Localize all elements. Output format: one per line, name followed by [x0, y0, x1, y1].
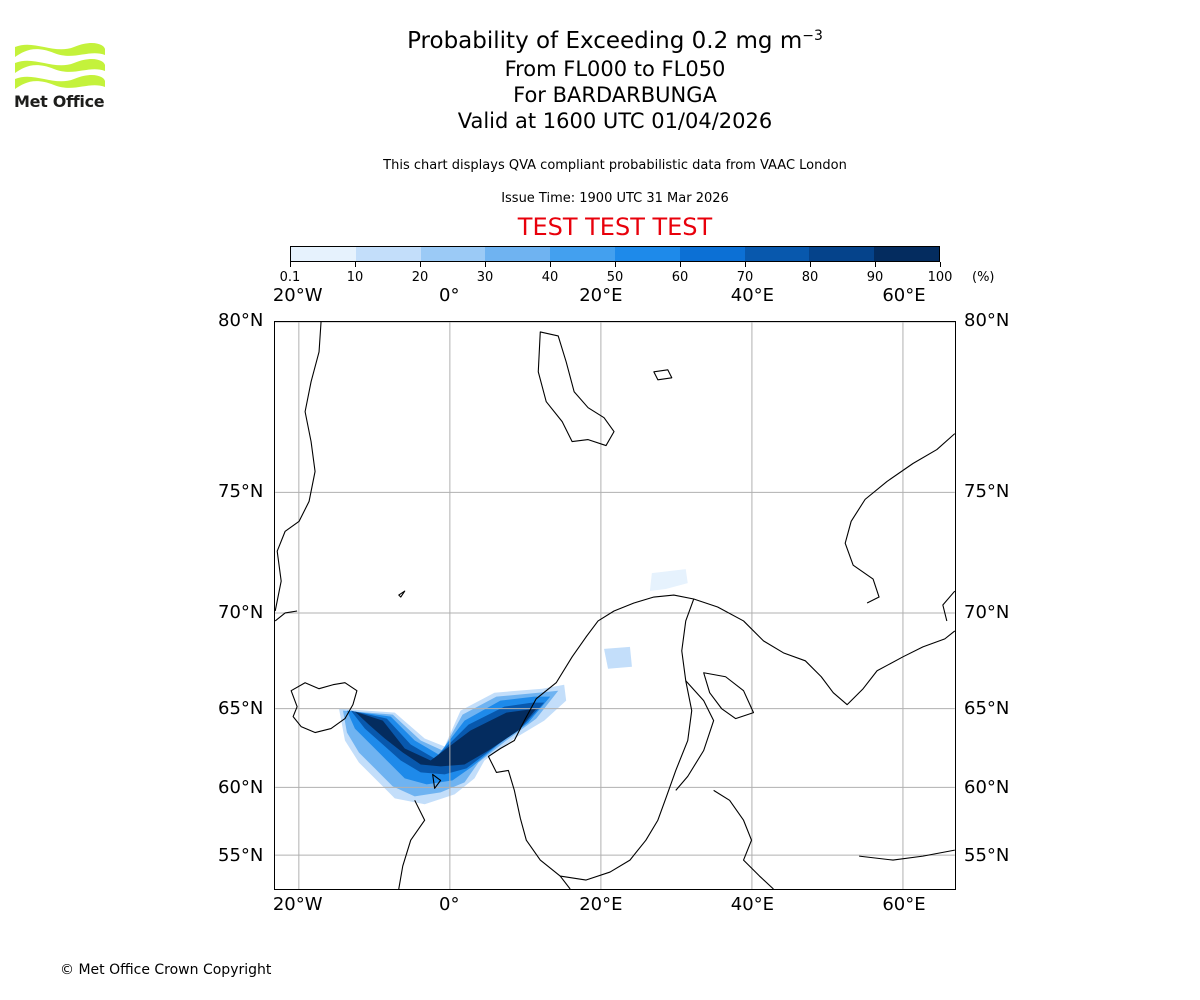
valid-time: Valid at 1600 UTC 01/04/2026	[457, 109, 773, 133]
map-gridlines	[275, 322, 955, 889]
colorbar-segment	[550, 247, 615, 261]
longitude-label: 20°E	[579, 894, 623, 915]
title-superscript: −3	[802, 28, 823, 44]
latitude-label: 65°N	[964, 698, 1010, 719]
svalbard-island	[653, 369, 673, 381]
colorbar-segment	[291, 247, 356, 261]
longitude-label: 0°	[439, 894, 460, 915]
colorbar-unit: (%)	[972, 270, 995, 285]
plume-band-90	[354, 708, 537, 767]
colorbar-segment	[614, 247, 680, 261]
flight-level-range: From FL000 to FL050	[504, 57, 726, 81]
chart-title-block: Probability of Exceeding 0.2 mg m−3 From…	[300, 26, 930, 134]
probability-colorbar	[290, 246, 940, 262]
baltic-coast	[713, 789, 774, 889]
colorbar-tick-mark	[355, 262, 356, 267]
latitude-label: 70°N	[964, 602, 1010, 623]
colorbar-tick-mark	[940, 262, 941, 267]
svalbard-coast	[537, 331, 615, 447]
latitude-label: 55°N	[964, 845, 1010, 866]
colorbar-segment	[874, 247, 939, 261]
longitude-label: 0°	[439, 285, 460, 306]
longitude-label: 40°E	[730, 894, 775, 915]
colorbar-tick-mark	[290, 262, 291, 267]
latitude-label: 65°N	[218, 698, 264, 719]
latitude-label: 55°N	[218, 845, 264, 866]
finland-coast	[675, 680, 715, 791]
colorbar-segment	[679, 247, 745, 261]
novaya-zemlya-tip	[942, 590, 955, 622]
latitude-label: 80°N	[964, 310, 1010, 331]
colorbar-segment	[355, 247, 421, 261]
colorbar-segment	[744, 247, 810, 261]
longitude-label: 20°W	[272, 894, 323, 915]
latitude-label: 80°N	[218, 310, 264, 331]
greenland-coast	[275, 322, 322, 612]
colorbar-tick-mark	[485, 262, 486, 267]
plume-patch-north	[649, 569, 688, 592]
colorbar-tick-label: 100	[927, 270, 953, 285]
longitude-label: 20°W	[272, 285, 323, 306]
jan-mayen	[398, 590, 406, 598]
ash-probability-plume	[338, 569, 688, 805]
shetland-coast	[432, 773, 442, 789]
longitude-label: 40°E	[730, 285, 775, 306]
colorbar-segment	[485, 247, 551, 261]
colorbar-tick-label: 70	[736, 270, 754, 285]
colorbar-tick-label: 50	[606, 270, 624, 285]
colorbar-tick-mark	[810, 262, 811, 267]
latitude-label: 60°N	[964, 777, 1010, 798]
denmark-coast	[559, 875, 571, 889]
colorbar-segment	[809, 247, 875, 261]
coastlines	[275, 322, 955, 889]
novaya-zemlya-coast	[844, 433, 955, 604]
map-panel	[274, 321, 956, 890]
britain-coast	[398, 800, 426, 889]
longitude-label: 60°E	[882, 285, 926, 306]
copyright-notice: © Met Office Crown Copyright	[60, 962, 272, 978]
chart-title: Probability of Exceeding 0.2 mg m−3	[407, 28, 823, 54]
latitude-label: 75°N	[964, 481, 1010, 502]
colorbar-tick-mark	[420, 262, 421, 267]
russia-south-line	[859, 849, 955, 861]
longitude-label: 20°E	[579, 285, 623, 306]
colorbar-tick-mark	[875, 262, 876, 267]
russia-north-coast	[693, 598, 955, 706]
met-office-logo	[15, 43, 105, 89]
longitude-label: 60°E	[882, 894, 926, 915]
colorbar-tick-label: 90	[866, 270, 884, 285]
logo-text: Met Office	[14, 92, 105, 111]
scandinavia-coast	[487, 594, 695, 881]
latitude-label: 70°N	[218, 602, 264, 623]
colorbar-tick-mark	[615, 262, 616, 267]
white-sea-coast	[703, 672, 755, 720]
volcano-name: For BARDARBUNGA	[513, 83, 717, 107]
latitude-label: 75°N	[218, 481, 264, 502]
colorbar-tick-label: 0.1	[279, 270, 301, 285]
colorbar-tick-label: 80	[801, 270, 819, 285]
colorbar-tick-label: 40	[541, 270, 559, 285]
colorbar-tick-label: 20	[411, 270, 429, 285]
colorbar-tick-mark	[745, 262, 746, 267]
iceland-coast	[290, 682, 358, 734]
colorbar-tick-mark	[550, 262, 551, 267]
colorbar-tick-label: 10	[346, 270, 364, 285]
colorbar-tick-label: 60	[671, 270, 689, 285]
greenland-coast-south	[275, 610, 298, 622]
issue-time: Issue Time: 1900 UTC 31 Mar 2026	[501, 191, 729, 206]
colorbar-tick-mark	[680, 262, 681, 267]
colorbar-tick-label: 30	[476, 270, 494, 285]
plume-patch-lofoten	[604, 646, 632, 669]
colorbar-segment	[420, 247, 486, 261]
test-banner: TEST TEST TEST	[517, 213, 713, 241]
latitude-label: 60°N	[218, 777, 264, 798]
chart-subtitle: This chart displays QVA compliant probab…	[383, 158, 847, 173]
